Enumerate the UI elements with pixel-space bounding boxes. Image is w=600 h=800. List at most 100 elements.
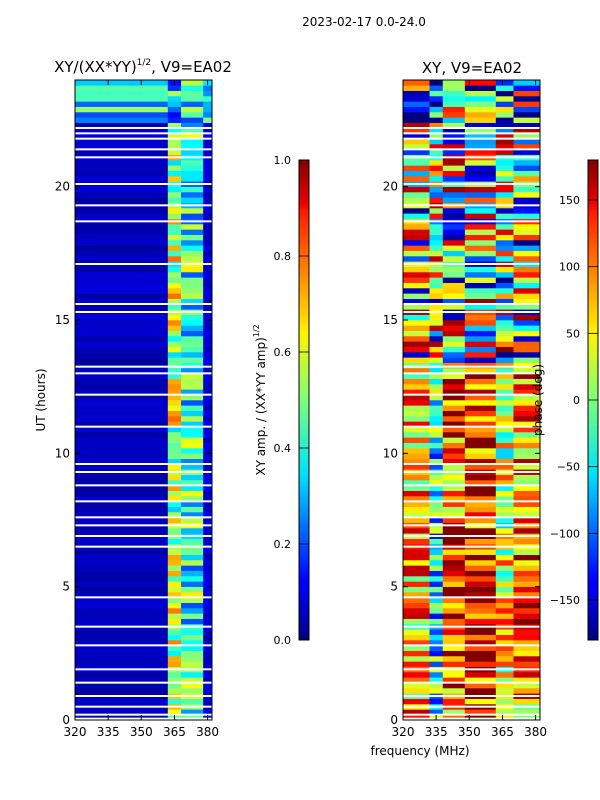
heatmap-cell [75,192,169,198]
heatmap-cell [513,112,541,118]
heatmap-cell [495,512,514,518]
heatmap-cell [442,496,466,502]
heatmap-cell [429,288,444,294]
heatmap-cell [429,341,444,347]
heatmap-cell [429,672,444,678]
heatmap-cell [495,240,514,246]
figure-title: 2023-02-17 0.0-24.0 [302,15,426,29]
heatmap-cell [75,597,169,603]
heatmap-cell [464,170,497,177]
heatmap-cell [513,192,541,198]
heatmap-cell [403,213,430,219]
heatmap-cell [167,245,182,251]
heatmap-cell [429,682,444,689]
heatmap-cell [429,112,444,118]
heatmap-cell [513,405,541,411]
heatmap-cell [181,400,204,406]
heatmap-cell [75,106,169,113]
heatmap-cell [429,661,444,667]
heatmap-cell [181,442,204,449]
heatmap-cell [167,448,182,454]
heatmap-cell [464,394,497,401]
heatmap-cell [464,266,497,273]
heatmap-cell [181,197,204,203]
heatmap-cell [75,576,169,582]
heatmap-cell [442,298,466,305]
heatmap-cell [203,298,213,305]
heatmap-cell [513,613,541,619]
heatmap-cell [181,714,204,721]
heatmap-cell [464,373,497,379]
heatmap-cell [429,245,444,251]
heatmap-cell [167,293,182,299]
heatmap-cell [442,586,466,593]
heatmap-cell [513,688,541,694]
heatmap-cell [429,234,444,241]
heatmap-cell [167,629,182,635]
flagged-gap [75,204,212,207]
colorbar-tick-label: 0.4 [274,442,292,455]
heatmap-cell [203,618,213,625]
heatmap-cell [513,602,541,609]
heatmap-cell [429,528,444,534]
heatmap-cell [442,197,466,203]
heatmap-cell [403,592,430,598]
heatmap-cell [513,122,541,129]
heatmap-cell [181,677,204,683]
heatmap-cell [429,629,444,635]
heatmap-cell [513,634,541,641]
heatmap-cell [464,362,497,369]
heatmap-cell [167,277,182,283]
heatmap-cell [429,608,444,614]
heatmap-cell [167,336,182,342]
heatmap-cell [167,240,182,246]
heatmap-cell [495,538,514,545]
heatmap-cell [75,410,169,417]
heatmap-cell [167,416,182,422]
heatmap-cell [464,165,497,171]
heatmap-cell [203,554,213,561]
heatmap-cell [429,128,444,134]
heatmap-cell [464,96,497,102]
heatmap-cell [464,549,497,555]
heatmap-cell [75,85,169,91]
heatmap-cell [442,688,466,694]
heatmap-cell [75,138,169,145]
heatmap-cell [495,128,514,134]
heatmap-cell [203,453,213,459]
heatmap-cell [464,458,497,465]
heatmap-cell [442,672,466,678]
heatmap-cell [167,554,182,561]
heatmap-cell [495,250,514,257]
heatmap-cell [495,661,514,667]
heatmap-cell [495,266,514,273]
heatmap-cell [167,272,182,278]
heatmap-cell [442,133,466,139]
heatmap-cell [442,341,466,347]
heatmap-cell [495,192,514,198]
heatmap-cell [403,512,430,518]
heatmap-cell [495,677,514,683]
heatmap-cell [75,277,169,283]
heatmap-cell [203,213,213,219]
heatmap-cell [442,186,466,193]
heatmap-cell [464,640,497,646]
heatmap-cell [513,373,541,379]
heatmap-cell [442,448,466,454]
flagged-gap [403,471,540,473]
heatmap-cell [181,80,204,86]
heatmap-cell [429,373,444,379]
heatmap-cell [167,389,182,395]
colorbar-tick-label: −100 [550,527,580,540]
heatmap-cell [495,160,514,166]
heatmap-cell [75,250,169,257]
heatmap-cell [495,325,514,331]
heatmap-cell [429,592,444,598]
heatmap-cell [75,112,169,118]
heatmap-cell [203,384,213,390]
heatmap-cell [429,106,444,113]
heatmap-cell [203,480,213,486]
heatmap-cell [464,378,497,385]
heatmap-cell [442,250,466,257]
heatmap-cell [75,304,169,310]
